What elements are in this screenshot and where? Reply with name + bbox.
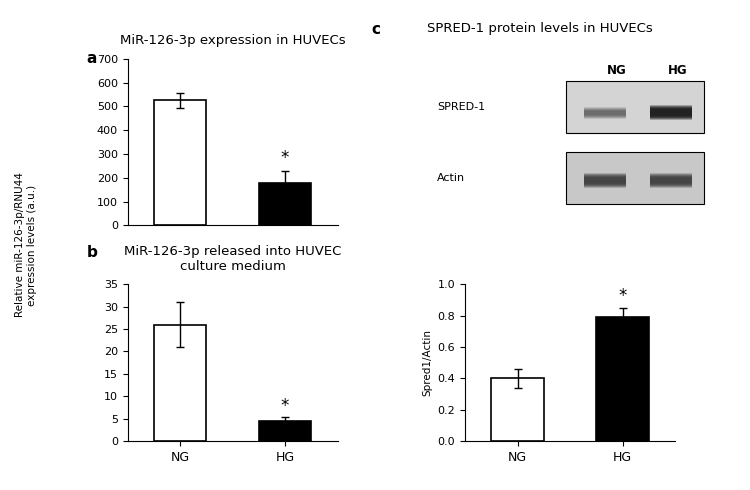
FancyBboxPatch shape (650, 179, 692, 185)
FancyBboxPatch shape (650, 183, 692, 188)
FancyBboxPatch shape (584, 178, 626, 184)
FancyBboxPatch shape (584, 108, 626, 113)
FancyBboxPatch shape (584, 113, 626, 117)
FancyBboxPatch shape (584, 177, 626, 183)
Text: Relative miR-126-3p/RNU44
expression levels (a.u.): Relative miR-126-3p/RNU44 expression lev… (16, 172, 37, 318)
FancyBboxPatch shape (584, 183, 626, 188)
Bar (154, 324, 206, 441)
Text: Actin: Actin (437, 173, 465, 183)
FancyBboxPatch shape (650, 113, 692, 118)
Bar (259, 183, 311, 225)
FancyBboxPatch shape (584, 115, 626, 119)
FancyBboxPatch shape (566, 81, 704, 133)
Text: SPRED-1: SPRED-1 (437, 102, 485, 112)
FancyBboxPatch shape (650, 114, 692, 119)
FancyBboxPatch shape (584, 110, 626, 115)
FancyBboxPatch shape (650, 115, 692, 120)
FancyBboxPatch shape (650, 175, 692, 181)
Bar (596, 317, 649, 441)
FancyBboxPatch shape (650, 178, 692, 184)
Text: c: c (371, 22, 380, 37)
Bar (154, 100, 206, 225)
FancyBboxPatch shape (584, 176, 626, 182)
Text: *: * (280, 149, 290, 167)
FancyBboxPatch shape (584, 175, 626, 181)
FancyBboxPatch shape (584, 179, 626, 185)
Text: *: * (280, 397, 290, 415)
FancyBboxPatch shape (566, 152, 704, 204)
FancyBboxPatch shape (584, 107, 626, 112)
FancyBboxPatch shape (584, 182, 626, 187)
FancyBboxPatch shape (584, 109, 626, 114)
FancyBboxPatch shape (584, 173, 626, 179)
FancyBboxPatch shape (584, 111, 626, 116)
FancyBboxPatch shape (650, 105, 692, 111)
FancyBboxPatch shape (584, 114, 626, 118)
FancyBboxPatch shape (584, 174, 626, 180)
FancyBboxPatch shape (584, 180, 626, 186)
FancyBboxPatch shape (650, 107, 692, 113)
Text: MiR-126-3p expression in HUVECs: MiR-126-3p expression in HUVECs (120, 34, 345, 48)
Bar (259, 421, 311, 441)
FancyBboxPatch shape (650, 111, 692, 116)
FancyBboxPatch shape (650, 177, 692, 183)
Text: HG: HG (668, 64, 687, 77)
Text: SPRED-1 protein levels in HUVECs: SPRED-1 protein levels in HUVECs (427, 22, 652, 35)
Bar (491, 378, 544, 441)
Text: b: b (86, 245, 98, 260)
FancyBboxPatch shape (650, 180, 692, 186)
Text: MiR-126-3p released into HUVEC
culture medium: MiR-126-3p released into HUVEC culture m… (124, 245, 341, 273)
FancyBboxPatch shape (650, 174, 692, 180)
FancyBboxPatch shape (650, 109, 692, 115)
Y-axis label: Spred1/Actin: Spred1/Actin (422, 329, 432, 396)
FancyBboxPatch shape (650, 176, 692, 182)
Text: a: a (86, 51, 97, 67)
FancyBboxPatch shape (650, 108, 692, 114)
FancyBboxPatch shape (650, 112, 692, 117)
Text: NG: NG (608, 64, 627, 77)
Text: *: * (618, 287, 627, 305)
FancyBboxPatch shape (650, 106, 692, 112)
FancyBboxPatch shape (650, 173, 692, 179)
FancyBboxPatch shape (650, 182, 692, 187)
